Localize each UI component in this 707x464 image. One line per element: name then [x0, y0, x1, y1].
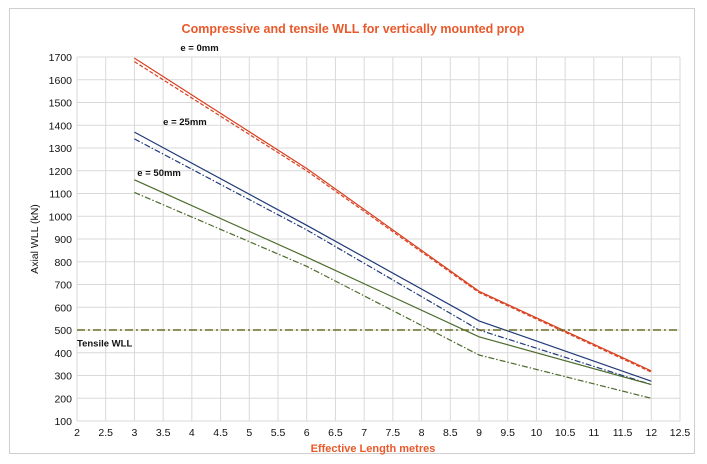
y-tick-label: 100: [54, 416, 72, 428]
wll-line-chart: Compressive and tensile WLL for vertical…: [29, 22, 690, 455]
y-tick-label: 1000: [49, 211, 73, 223]
x-tick-label: 6: [304, 427, 310, 439]
x-tick-label: 5: [246, 427, 252, 439]
x-tick-label: 4: [189, 427, 195, 439]
x-tick-label: 11.5: [613, 427, 633, 439]
x-tick-label: 10.5: [555, 427, 576, 439]
y-tick-label: 1400: [49, 120, 73, 132]
x-tick-labels: 2 2.5 3 3.5 4 4.5 5 5.5 6 6.5 7 7.5 8 8.5 9 9.5 10 10.5 11…: [74, 427, 690, 439]
x-tick-label: 5.5: [271, 427, 286, 439]
chart-frame: Compressive and tensile WLL for vertical…: [9, 8, 695, 455]
horizontal-gridlines: [77, 56, 680, 422]
x-tick-label: 12.5: [670, 427, 691, 439]
y-tick-label: 600: [54, 302, 72, 314]
x-tick-label: 7: [361, 427, 367, 439]
annotation-label: Tensile WLL: [77, 339, 132, 350]
series-line: [134, 179, 652, 386]
x-tick-label: 10: [531, 427, 543, 439]
series-line: [134, 138, 652, 386]
annotations: e = 0mm e = 25mm e = 50mm Tensile WLL: [77, 43, 219, 350]
y-tick-label: 200: [54, 393, 72, 405]
series-line: [134, 61, 652, 373]
y-tick-label: 800: [54, 257, 72, 269]
y-axis-label: Axial WLL (kN): [29, 204, 41, 274]
x-tick-label: 3: [132, 427, 138, 439]
y-tick-label: 1500: [49, 98, 73, 110]
x-tick-label: 2.5: [98, 427, 113, 439]
y-tick-label: 1100: [49, 189, 72, 201]
annotation-label: e = 25mm: [163, 117, 207, 128]
x-tick-label: 8: [419, 427, 425, 439]
x-tick-label: 12: [645, 427, 657, 439]
y-tick-label: 400: [54, 348, 72, 360]
series-line: [134, 131, 652, 382]
annotation-label: e = 0mm: [180, 43, 218, 54]
x-axis-label: Effective Length metres: [311, 443, 436, 455]
y-tick-label: 1200: [49, 166, 73, 178]
y-tick-label: 1300: [49, 143, 73, 155]
annotation-label: e = 50mm: [137, 168, 181, 179]
x-tick-label: 7.5: [386, 427, 401, 439]
x-tick-label: 6.5: [328, 427, 343, 439]
y-tick-label: 500: [54, 325, 72, 337]
x-tick-label: 4.5: [213, 427, 228, 439]
x-tick-label: 3.5: [156, 427, 171, 439]
y-tick-label: 300: [54, 371, 72, 383]
y-tick-label: 700: [54, 280, 72, 292]
series-lines: [134, 57, 652, 399]
series-line: [134, 57, 652, 372]
y-tick-label: 1600: [49, 75, 73, 87]
x-tick-label: 2: [74, 427, 80, 439]
y-tick-label: 1700: [49, 52, 73, 64]
x-tick-label: 9: [476, 427, 482, 439]
chart-title: Compressive and tensile WLL for vertical…: [182, 22, 525, 36]
series-line: [134, 191, 652, 399]
y-tick-labels: 100 200 300 400 500 600 700 800 900 1000 1100 1200 1…: [49, 52, 73, 428]
y-tick-label: 900: [54, 234, 72, 246]
x-tick-label: 8.5: [443, 427, 458, 439]
x-tick-label: 11: [588, 427, 599, 439]
x-tick-label: 9.5: [500, 427, 515, 439]
